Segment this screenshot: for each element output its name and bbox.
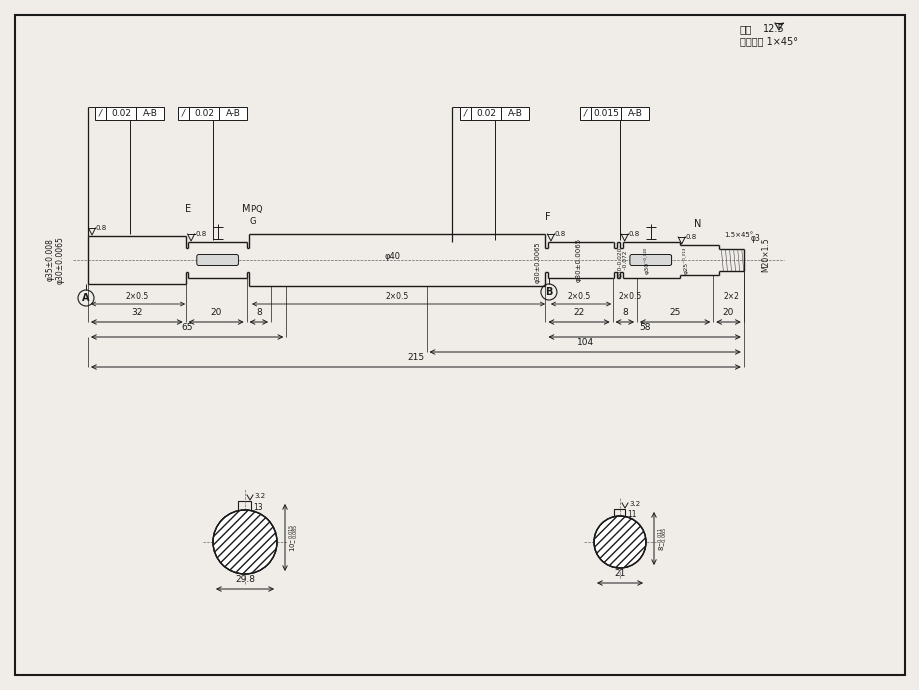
Text: M20×1.5: M20×1.5 (760, 237, 769, 273)
Text: /: / (182, 109, 185, 118)
Text: /: / (463, 109, 467, 118)
Text: A-B: A-B (142, 109, 157, 118)
Text: φ35±0.008: φ35±0.008 (45, 239, 54, 282)
Text: 3.2: 3.2 (254, 493, 265, 499)
Bar (460, 107, 528, 120)
Text: φ30±0.0065: φ30±0.0065 (55, 236, 64, 284)
Bar (579, 107, 648, 120)
Text: 104: 104 (576, 338, 593, 347)
Text: 2×0.5: 2×0.5 (618, 292, 641, 301)
Text: φ3: φ3 (750, 234, 760, 243)
Text: 58: 58 (638, 323, 650, 332)
Text: φ30±0.0065: φ30±0.0065 (534, 241, 540, 283)
Text: φ30⁻⁰·⁰²⁰: φ30⁻⁰·⁰²⁰ (642, 246, 649, 274)
Text: 0.02: 0.02 (111, 109, 130, 118)
Bar (95, 107, 164, 120)
Circle shape (594, 516, 645, 568)
Text: 8: 8 (255, 308, 261, 317)
Text: 1.5×45°: 1.5×45° (723, 232, 753, 238)
Text: 215: 215 (407, 353, 424, 362)
Text: 8: 8 (621, 308, 627, 317)
Text: φ40: φ40 (384, 253, 401, 262)
Text: 其余倒角 1×45°: 其余倒角 1×45° (739, 36, 797, 46)
Text: /: / (584, 109, 586, 118)
Text: 0.8: 0.8 (195, 231, 206, 237)
Text: 22: 22 (573, 308, 584, 317)
Text: 2×0.5: 2×0.5 (385, 292, 408, 301)
Text: P: P (250, 205, 255, 214)
Text: 20: 20 (210, 308, 221, 317)
Text: 0.8: 0.8 (554, 231, 565, 237)
Text: 3.2: 3.2 (629, 501, 640, 507)
Text: 65: 65 (181, 323, 193, 332)
Text: 2×0.5: 2×0.5 (125, 292, 148, 301)
Text: A-B: A-B (627, 109, 641, 118)
Bar (238, 501, 251, 514)
Text: Q: Q (255, 205, 262, 214)
Text: 其余: 其余 (739, 24, 752, 34)
Text: 21: 21 (614, 569, 625, 578)
Text: φ30±0.0065: φ30±0.0065 (575, 238, 582, 282)
Text: 11: 11 (627, 510, 636, 519)
Bar (630, 255, 670, 264)
Text: 2×2: 2×2 (723, 292, 739, 301)
Text: 29.8: 29.8 (234, 575, 255, 584)
Text: /: / (99, 109, 102, 118)
Text: 8$^{-0.011}_{-0.065}$: 8$^{-0.011}_{-0.065}$ (656, 526, 670, 551)
Text: 0.8: 0.8 (628, 231, 640, 237)
Text: 13: 13 (254, 503, 263, 512)
Text: 0.8: 0.8 (685, 234, 697, 240)
Text: 32: 32 (131, 308, 142, 317)
Text: A-B: A-B (225, 109, 240, 118)
Text: N: N (694, 219, 701, 229)
Bar (177, 107, 246, 120)
Text: 25: 25 (669, 308, 680, 317)
Text: F: F (545, 212, 550, 222)
Bar (614, 509, 625, 520)
Text: φ30-0.020
    -0.072: φ30-0.020 -0.072 (617, 247, 628, 277)
FancyBboxPatch shape (197, 255, 238, 266)
Text: M: M (242, 204, 251, 214)
Text: A-B: A-B (507, 109, 522, 118)
Text: G: G (249, 217, 255, 226)
Text: 12.5: 12.5 (762, 24, 784, 34)
Text: 0.02: 0.02 (194, 109, 214, 118)
Text: 10$^{-0.015}_{-0.085}$: 10$^{-0.015}_{-0.085}$ (288, 523, 301, 552)
Circle shape (213, 510, 277, 574)
Bar (198, 255, 237, 264)
Text: 0.02: 0.02 (475, 109, 495, 118)
FancyBboxPatch shape (630, 255, 671, 266)
Text: E: E (185, 204, 191, 214)
Text: 20: 20 (722, 308, 733, 317)
Text: 0.015: 0.015 (593, 109, 618, 118)
Text: φ25⁻⁰·⁰¹³: φ25⁻⁰·⁰¹³ (682, 246, 688, 274)
Text: B: B (545, 287, 552, 297)
Text: A: A (82, 293, 90, 303)
Text: 2×0.5: 2×0.5 (567, 292, 590, 301)
Text: 0.8: 0.8 (96, 225, 108, 231)
